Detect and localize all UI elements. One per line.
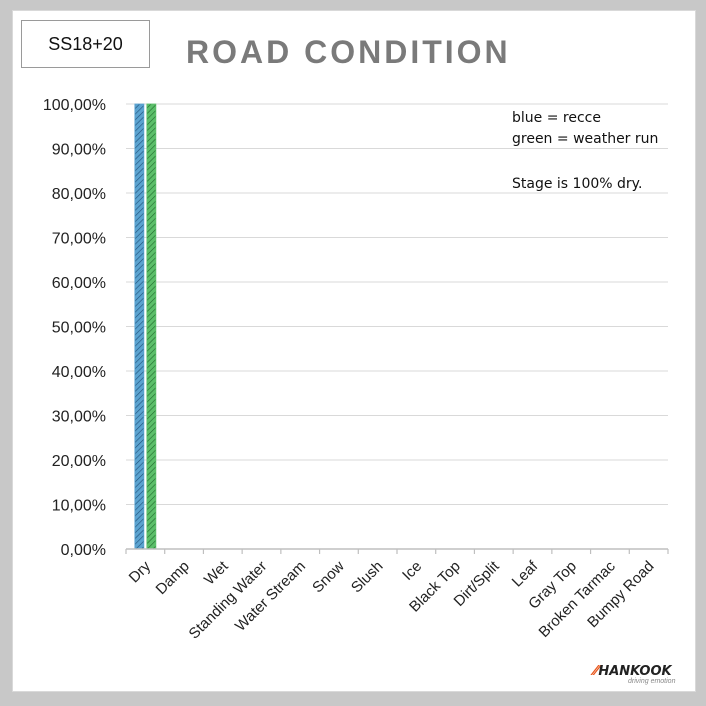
y-tick-label: 20,00% — [52, 453, 106, 470]
y-tick-label: 30,00% — [52, 409, 106, 426]
y-tick-label: 100,00% — [43, 97, 106, 114]
x-tick-label: Snow — [309, 558, 348, 597]
note-recce: blue = recce — [512, 110, 601, 126]
y-tick-label: 70,00% — [52, 231, 106, 248]
y-tick-label: 40,00% — [52, 364, 106, 381]
x-tick-label: Ice — [399, 558, 425, 584]
y-tick-label: 50,00% — [52, 320, 106, 337]
y-tick-label: 90,00% — [52, 142, 106, 159]
y-tick-label: 80,00% — [52, 186, 106, 203]
brand-logo: ⁄⁄HANKOOK — [594, 664, 672, 679]
brand-mark-icon: ⁄⁄ — [594, 664, 599, 679]
brand-name: HANKOOK — [598, 664, 672, 679]
legend-notes: blue = recce green = weather run Stage i… — [512, 108, 658, 195]
brand-tagline: driving emotion — [628, 678, 676, 685]
x-tick-label: Dry — [126, 557, 155, 586]
stage-label: SS18+20 — [21, 20, 150, 68]
chart-title: ROAD CONDITION — [186, 34, 511, 70]
x-tick-label: Slush — [348, 558, 387, 597]
note-stage-dry: Stage is 100% dry. — [512, 176, 643, 192]
x-tick-label: Leaf — [509, 557, 542, 590]
bar-dry-series-2 — [146, 103, 157, 550]
bar-dry-series-1 — [134, 103, 145, 550]
y-tick-label: 60,00% — [52, 275, 106, 292]
y-tick-label: 10,00% — [52, 498, 106, 515]
x-tick-label: Wet — [201, 557, 232, 588]
chart-card — [12, 10, 696, 692]
note-weather-run: green = weather run — [512, 131, 659, 147]
x-tick-label: Damp — [153, 558, 193, 598]
y-tick-label: 0,00% — [61, 542, 106, 559]
